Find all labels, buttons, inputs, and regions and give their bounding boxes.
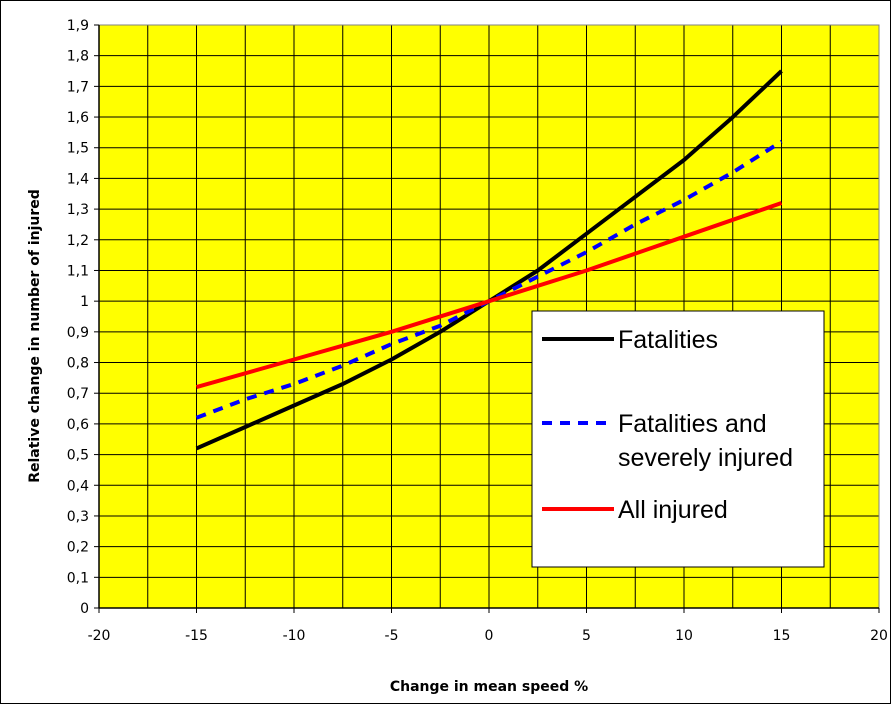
y-tick-label: 0,5 bbox=[67, 448, 89, 464]
y-tick-label: 1,2 bbox=[67, 233, 89, 249]
y-tick-label: 0,3 bbox=[67, 509, 89, 525]
legend-label-2: All injured bbox=[618, 496, 728, 524]
y-tick-label: 1,6 bbox=[67, 110, 89, 126]
y-tick-label: 1,1 bbox=[67, 263, 89, 279]
x-tick-label: 20 bbox=[870, 628, 888, 644]
y-tick-label: 0,6 bbox=[67, 417, 89, 433]
y-tick-label: 0 bbox=[80, 601, 89, 617]
x-tick-label: -5 bbox=[385, 628, 399, 644]
y-tick-label: 1,8 bbox=[67, 49, 89, 65]
legend-label-1: Fatalities and severely injured bbox=[618, 410, 793, 472]
series-line-2 bbox=[195, 201, 783, 390]
legend-box bbox=[531, 310, 825, 568]
legend: Fatalities Fatalities and severely injured… bbox=[531, 310, 825, 568]
y-tick-label: 1 bbox=[80, 294, 89, 310]
legend-label-0: Fatalities bbox=[618, 326, 718, 354]
x-tick-label: 5 bbox=[582, 628, 591, 644]
y-tick-label: 0,7 bbox=[67, 386, 89, 402]
y-tick-label: 1,3 bbox=[67, 202, 89, 218]
x-tick-label: 15 bbox=[773, 628, 791, 644]
y-tick-label: 1,5 bbox=[67, 141, 89, 157]
x-tick-label: -15 bbox=[185, 628, 208, 644]
x-axis-title: Change in mean speed % bbox=[390, 679, 588, 695]
y-tick-label: 1,4 bbox=[67, 171, 89, 187]
y-tick-label: 1,9 bbox=[67, 18, 89, 34]
x-tick-label: 0 bbox=[485, 628, 494, 644]
y-tick-label: 0,4 bbox=[67, 478, 89, 494]
x-tick-label: 10 bbox=[675, 628, 693, 644]
x-tick-label: -10 bbox=[283, 628, 306, 644]
y-tick-label: 0,8 bbox=[67, 356, 89, 372]
y-axis-title: Relative change in number of injured bbox=[27, 189, 43, 483]
y-tick-label: 0,9 bbox=[67, 325, 89, 341]
y-tick-label: 1,7 bbox=[67, 79, 89, 95]
y-tick-label: 0,1 bbox=[67, 570, 89, 586]
y-tick-label: 0,2 bbox=[67, 540, 89, 556]
x-tick-label: -20 bbox=[88, 628, 111, 644]
